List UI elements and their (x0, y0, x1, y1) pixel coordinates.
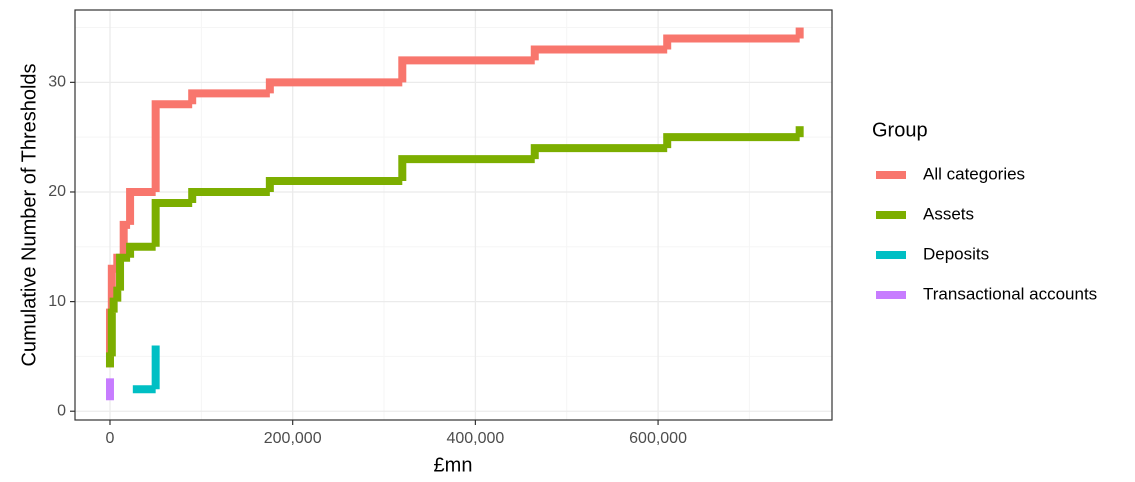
step-segment (398, 56, 535, 83)
y-axis-title: Cumulative Number of Thresholds (18, 63, 40, 366)
y-tick-label: 0 (57, 402, 66, 419)
step-segment (188, 89, 270, 105)
marks (105, 27, 804, 401)
grid (75, 10, 832, 420)
x-axis-title: £mn (434, 454, 473, 476)
legend-label: Assets (923, 204, 974, 223)
step-segment (126, 242, 156, 258)
step-segment (107, 308, 116, 357)
legend-title: Group (872, 119, 928, 141)
y-tick-label: 30 (48, 74, 66, 91)
step-segment (151, 198, 193, 247)
step-segment (113, 286, 122, 302)
step-segment (530, 144, 668, 160)
x-tick-label: 200,000 (264, 430, 322, 447)
step-segment (663, 133, 800, 149)
y-tick-label: 10 (48, 293, 66, 310)
x-tick-label: 400,000 (446, 430, 504, 447)
panel-background (75, 10, 832, 420)
step-segment (265, 78, 403, 94)
legend-label: All categories (923, 164, 1025, 183)
legend-label: Deposits (923, 244, 989, 263)
y-tick-label: 20 (48, 183, 66, 200)
step-segment (109, 297, 118, 313)
step-segment (530, 45, 668, 61)
x-tick-label: 0 (106, 430, 115, 447)
step-segment (151, 100, 193, 192)
legend-label: Transactional accounts (923, 284, 1097, 303)
step-segment (188, 187, 270, 203)
x-tick-label: 600,000 (629, 430, 687, 447)
step-segment (663, 34, 800, 50)
step-segment (126, 187, 156, 225)
step-segment (105, 352, 114, 368)
step-segment (265, 177, 403, 192)
panel-border (74, 9, 833, 421)
step-segment (398, 155, 535, 182)
